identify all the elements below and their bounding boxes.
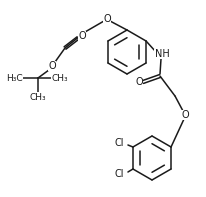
Text: CH₃: CH₃ xyxy=(52,73,68,83)
Text: O: O xyxy=(135,77,142,87)
Text: H₃C: H₃C xyxy=(6,73,22,83)
Text: O: O xyxy=(48,61,56,71)
Text: O: O xyxy=(103,14,110,24)
Text: Cl: Cl xyxy=(114,169,123,179)
Text: CH₃: CH₃ xyxy=(29,93,46,101)
Text: NH: NH xyxy=(154,49,169,59)
Text: O: O xyxy=(78,31,85,41)
Text: Cl: Cl xyxy=(114,138,123,148)
Text: O: O xyxy=(180,110,188,120)
